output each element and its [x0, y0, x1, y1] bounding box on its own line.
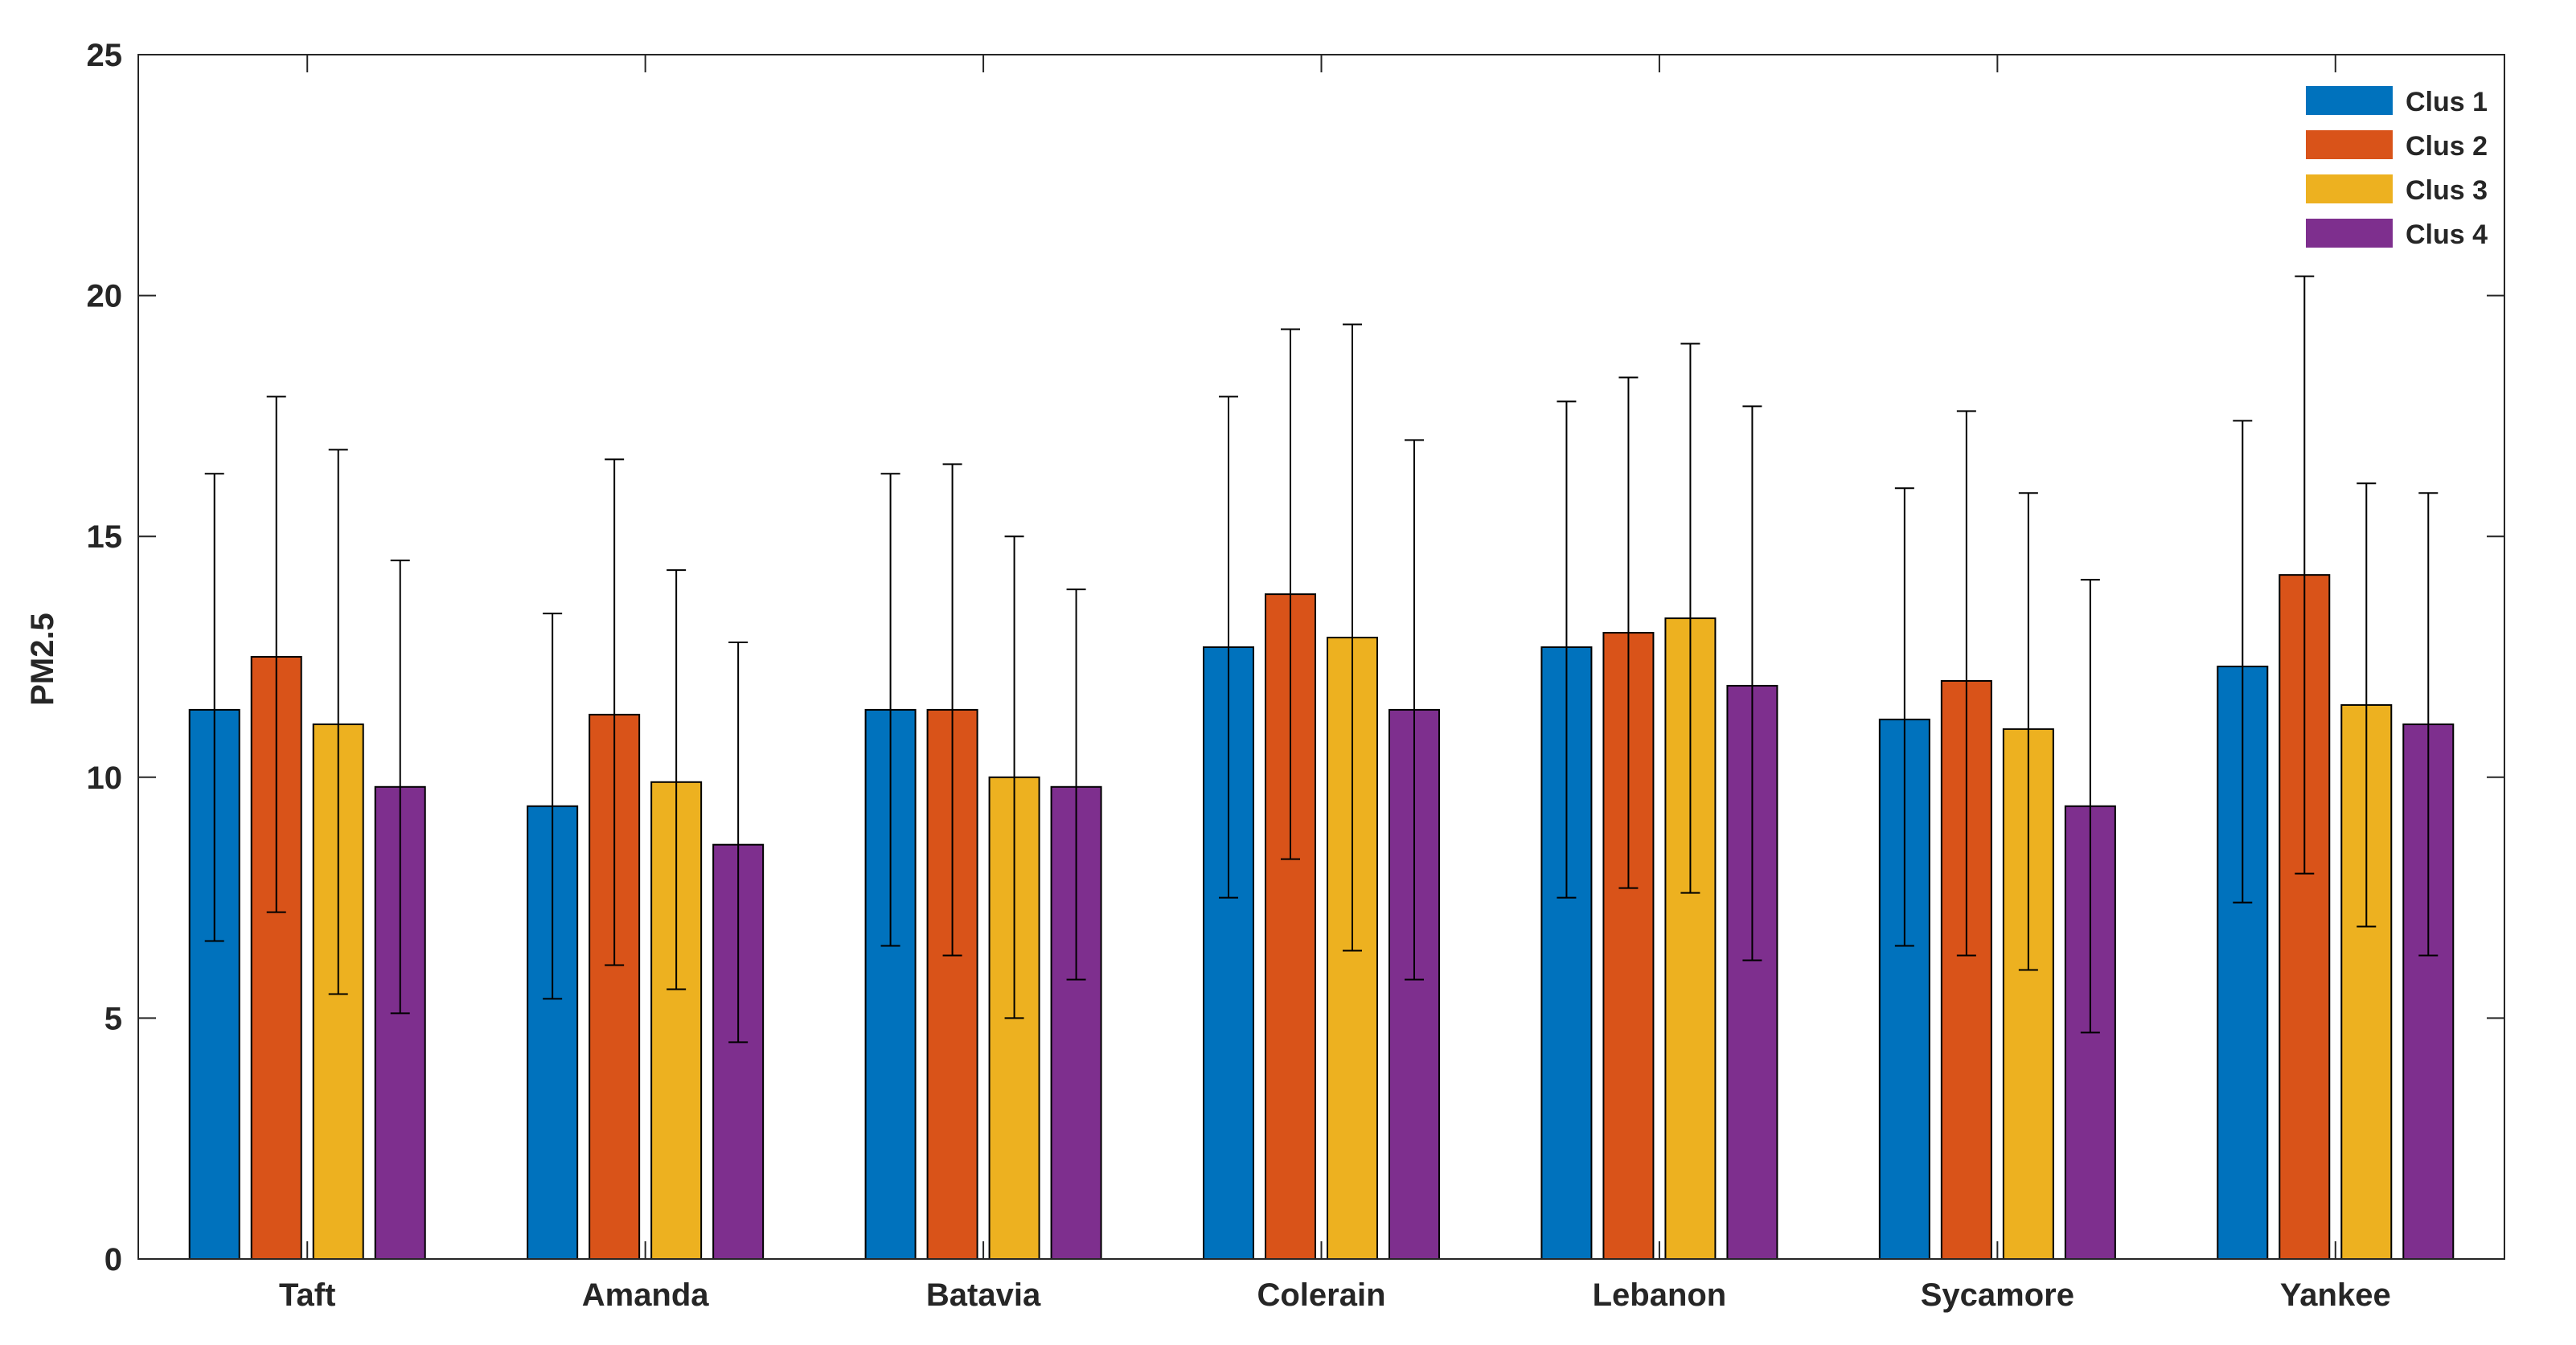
y-tick-label: 10 — [87, 761, 123, 796]
x-tick-label: Lebanon — [1593, 1277, 1727, 1313]
plot-area — [188, 275, 2455, 1260]
legend-label: Clus 3 — [2406, 175, 2488, 206]
x-tick-label: Amanda — [582, 1277, 710, 1313]
legend-swatch — [2306, 219, 2393, 248]
legend-label: Clus 1 — [2406, 87, 2488, 117]
axes: Taft Amanda Batavia Colerain Lebanon Sycamore… — [87, 38, 2505, 1313]
legend: Clus 1 Clus 2 Clus 3 Clus 4 — [2306, 86, 2488, 250]
y-tick-label: 0 — [105, 1242, 122, 1277]
x-tick-label: Taft — [279, 1277, 335, 1313]
y-tick-label: 25 — [87, 38, 123, 73]
legend-swatch — [2306, 174, 2393, 203]
y-tick-label: 15 — [87, 519, 123, 555]
y-axis-label: PM2.5 — [25, 613, 60, 706]
axes-box — [137, 54, 2505, 1260]
x-tick-label: Colerain — [1257, 1277, 1385, 1313]
x-tick-label: Sycamore — [1921, 1277, 2074, 1313]
legend-swatch — [2306, 130, 2393, 159]
y-tick-label: 5 — [105, 1001, 122, 1036]
y-tick-label: 20 — [87, 279, 123, 314]
legend-label: Clus 2 — [2406, 131, 2488, 162]
legend-swatch — [2306, 86, 2393, 115]
bar — [1388, 708, 1440, 1260]
x-tick-label: Yankee — [2280, 1277, 2391, 1313]
legend-label: Clus 4 — [2406, 219, 2488, 250]
x-tick-label: Batavia — [926, 1277, 1041, 1313]
